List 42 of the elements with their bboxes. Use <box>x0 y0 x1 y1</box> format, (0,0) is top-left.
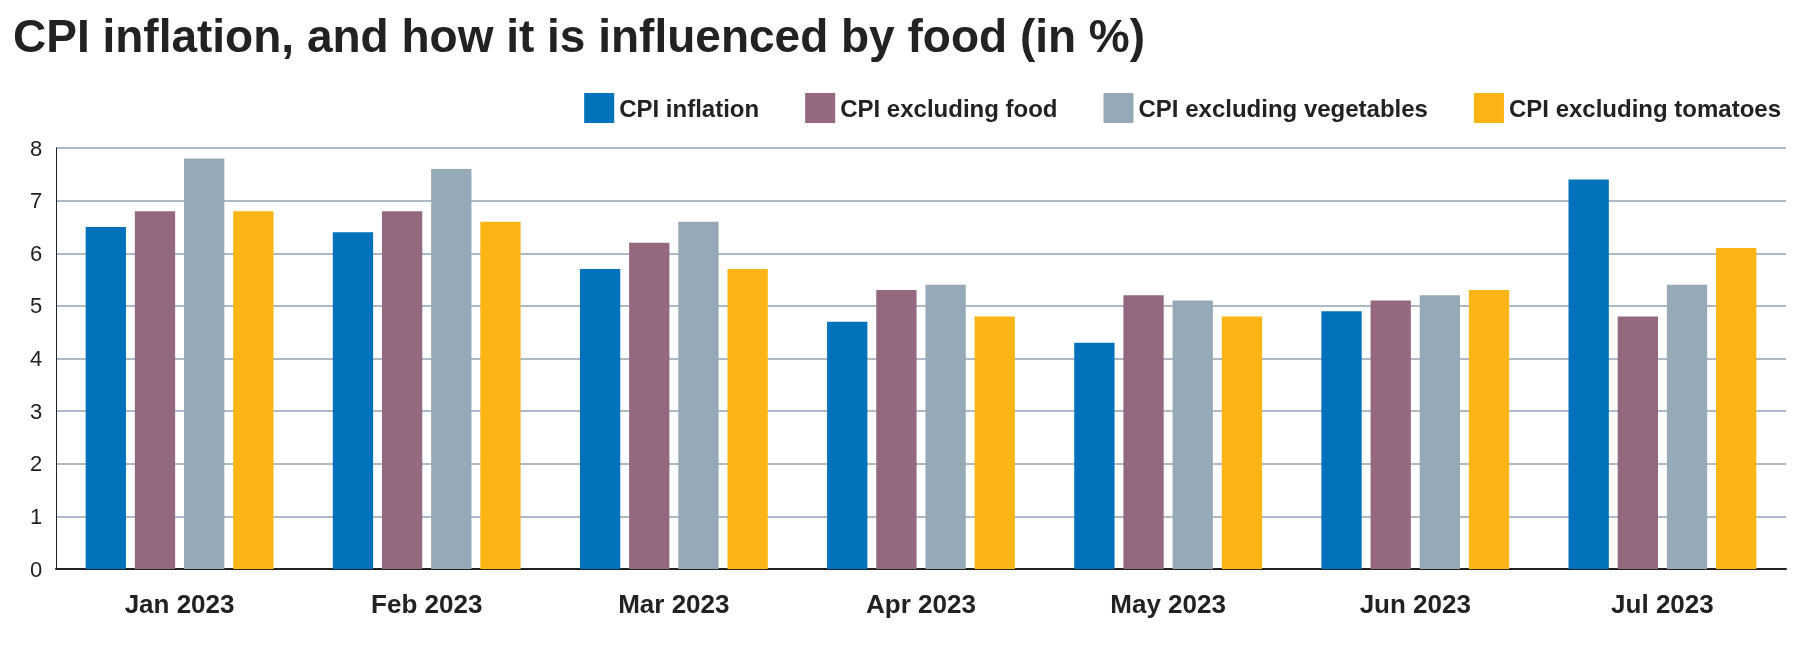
y-tick-label: 5 <box>30 293 43 319</box>
x-tick-label: Feb 2023 <box>371 589 483 619</box>
bar <box>974 316 1015 569</box>
bar <box>1074 342 1115 569</box>
x-tick-label: Apr 2023 <box>866 589 976 619</box>
bar <box>85 226 126 569</box>
y-tick-label: 6 <box>30 240 43 266</box>
legend-label: CPI excluding vegetables <box>1138 94 1428 122</box>
bar <box>332 232 374 569</box>
bar <box>827 321 868 569</box>
bar <box>727 269 768 569</box>
y-tick-label: 8 <box>30 135 43 161</box>
chart-title: CPI inflation, and how it is influenced by food (in %) <box>13 10 1146 62</box>
bar <box>579 269 621 569</box>
bar <box>876 290 917 569</box>
bar <box>629 242 670 569</box>
y-tick-label: 4 <box>30 346 43 371</box>
y-tick-label: 0 <box>30 556 43 582</box>
bar <box>1468 290 1510 569</box>
bar <box>381 211 423 569</box>
bar <box>1370 300 1411 569</box>
bar <box>1568 179 1609 569</box>
legend-label: CPI excluding food <box>840 94 1058 122</box>
y-tick-label: 2 <box>30 451 43 477</box>
x-tick-label: Jul 2023 <box>1611 589 1714 619</box>
bar <box>1321 311 1362 569</box>
y-tick-label: 3 <box>30 398 43 424</box>
x-tick-label: Jun 2023 <box>1359 589 1471 619</box>
bar <box>1221 316 1263 569</box>
x-tick-label: Mar 2023 <box>618 589 730 619</box>
bar <box>480 221 521 569</box>
y-tick-label: 1 <box>30 503 43 529</box>
x-tick-label: May 2023 <box>1110 589 1226 619</box>
legend-label: CPI excluding tomatoes <box>1508 94 1782 122</box>
bar <box>1716 247 1757 569</box>
bar <box>1123 295 1164 569</box>
y-tick-label: 7 <box>30 188 43 214</box>
x-tick-label: Jan 2023 <box>124 589 235 619</box>
bar <box>1617 316 1658 569</box>
bar <box>233 211 274 569</box>
legend-label: CPI inflation <box>619 94 760 122</box>
bar <box>134 211 176 569</box>
